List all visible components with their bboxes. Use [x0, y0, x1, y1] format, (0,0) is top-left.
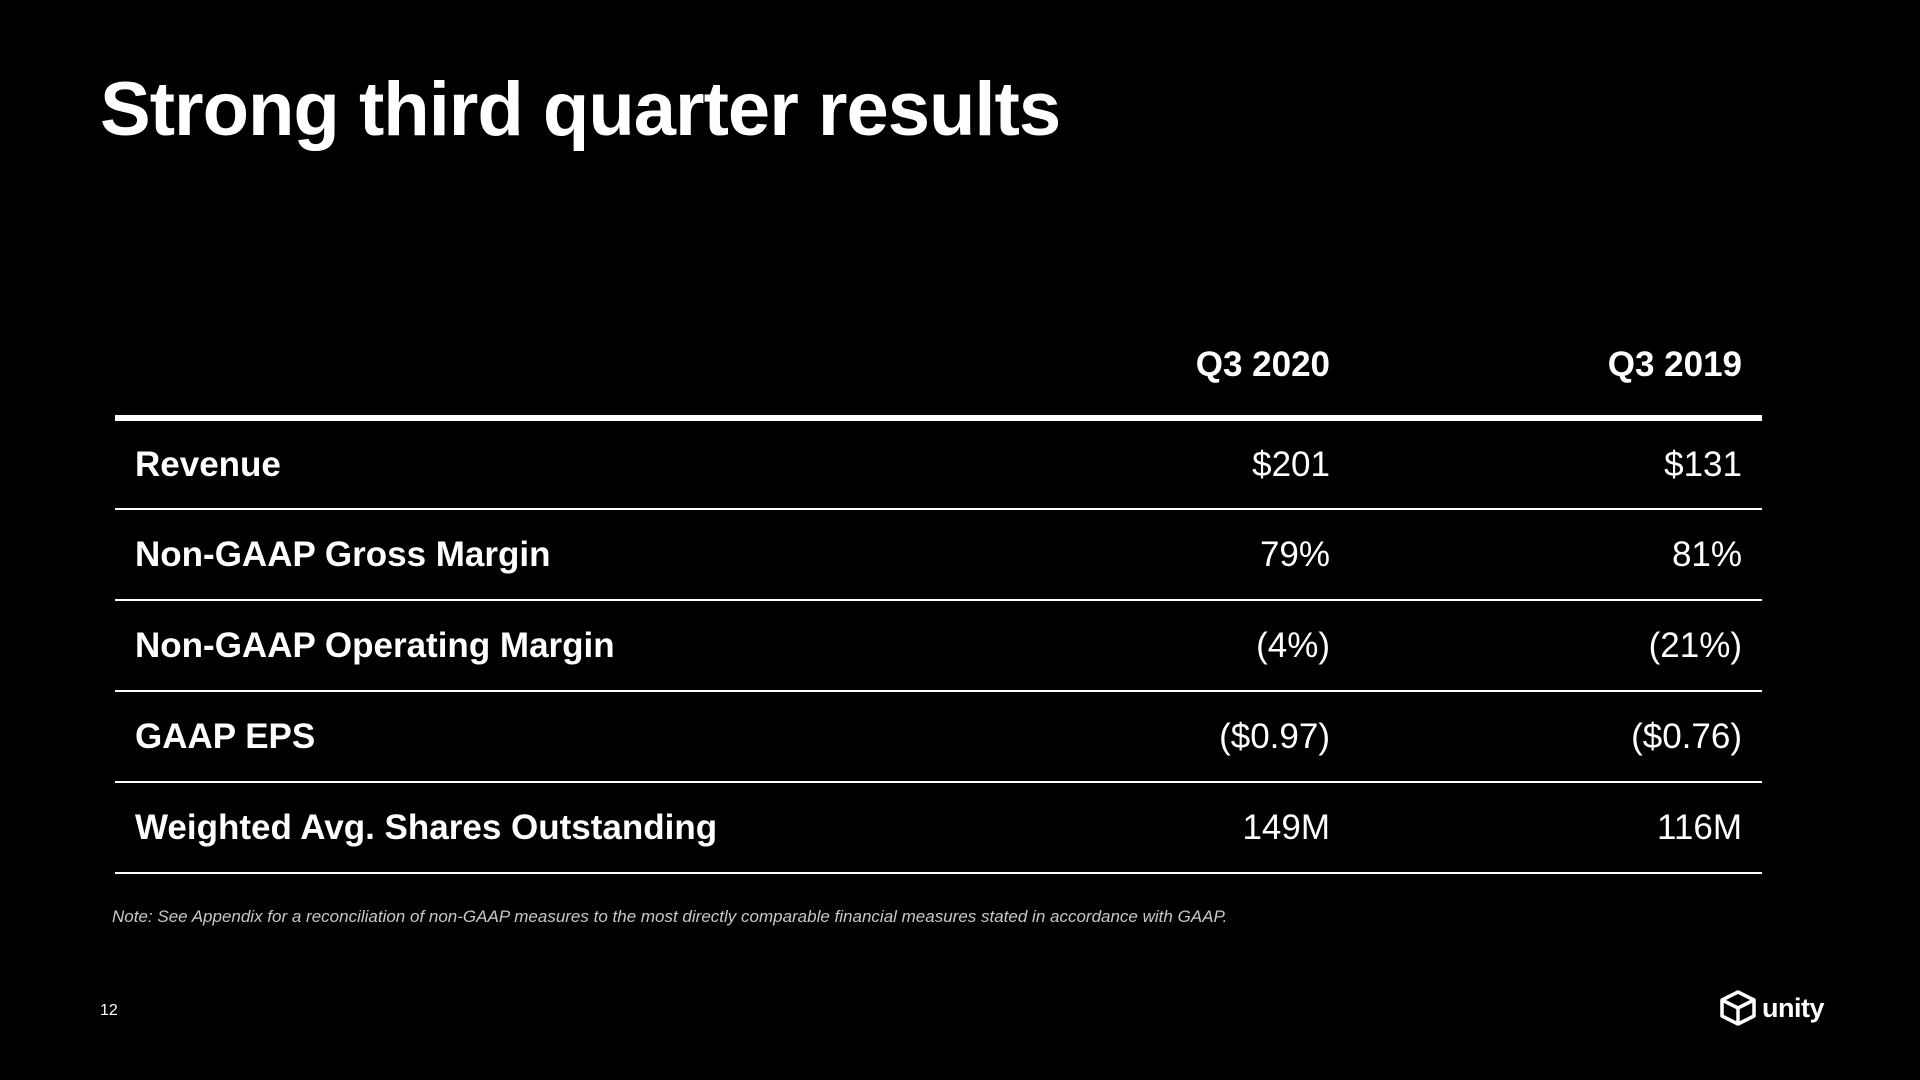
results-table: Q3 2020 Q3 2019 Revenue $201 $131 Non-GA… [115, 330, 1762, 874]
value-q3-2019: 116M [1657, 807, 1742, 847]
unity-logo-icon [1718, 990, 1758, 1026]
column-header-label [115, 330, 935, 418]
row-label: GAAP EPS [135, 716, 316, 756]
value-q3-2019: $131 [1664, 444, 1742, 484]
value-q3-2020: 79% [1259, 534, 1330, 574]
table-row-revenue: Revenue $201 $131 [115, 418, 1762, 509]
slide-title: Strong third quarter results [100, 67, 1061, 152]
value-q3-2019: (21%) [1648, 625, 1742, 665]
table-header-row: Q3 2020 Q3 2019 [115, 330, 1762, 418]
row-label: Weighted Avg. Shares Outstanding [135, 807, 718, 847]
brand-name: unity [1762, 992, 1825, 1023]
brand-logo: unity [1718, 990, 1825, 1026]
footnote: Note: See Appendix for a reconciliation … [112, 907, 1228, 926]
table-row-shares-outstanding: Weighted Avg. Shares Outstanding 149M 11… [115, 782, 1762, 873]
value-q3-2020: (4%) [1256, 625, 1330, 665]
table-row-gross-margin: Non-GAAP Gross Margin 79% 81% [115, 509, 1762, 600]
column-header-q3-2019: Q3 2019 [1607, 345, 1742, 384]
value-q3-2020: ($0.97) [1219, 716, 1330, 756]
row-label: Non-GAAP Operating Margin [135, 625, 615, 665]
column-header-q3-2020: Q3 2020 [1195, 345, 1330, 384]
row-label: Revenue [135, 444, 281, 484]
value-q3-2020: 149M [1242, 807, 1330, 847]
page-number: 12 [100, 1002, 118, 1019]
value-q3-2019: ($0.76) [1631, 716, 1742, 756]
row-label: Non-GAAP Gross Margin [135, 534, 551, 574]
table-row-operating-margin: Non-GAAP Operating Margin (4%) (21%) [115, 600, 1762, 691]
value-q3-2020: $201 [1252, 444, 1330, 484]
value-q3-2019: 81% [1671, 534, 1742, 574]
table-row-gaap-eps: GAAP EPS ($0.97) ($0.76) [115, 691, 1762, 782]
